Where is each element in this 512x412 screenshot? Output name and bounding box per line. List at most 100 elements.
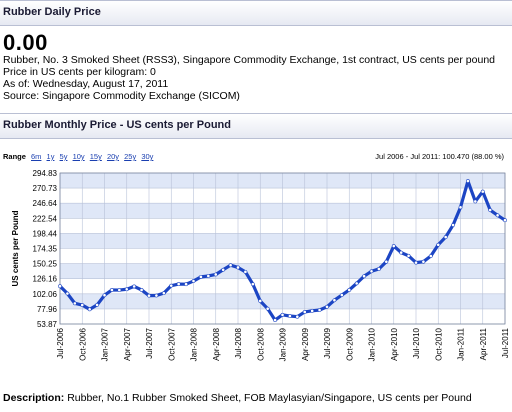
data-point (369, 269, 374, 274)
data-point (325, 304, 329, 309)
data-point (87, 307, 92, 312)
data-point (265, 306, 270, 311)
data-point (354, 281, 359, 286)
data-point (399, 250, 404, 255)
monthly-price-header: Rubber Monthly Price - US cents per Poun… (0, 113, 512, 139)
data-point (80, 303, 85, 307)
data-point (221, 267, 226, 272)
data-point (288, 314, 292, 318)
data-point (377, 267, 381, 271)
data-point (421, 259, 426, 264)
y-tick-label: 150.25 (33, 260, 58, 269)
range-label: Range (3, 152, 26, 161)
range-selector: Range 6m 1y 5y 10y 15y 20y 25y 30y (3, 152, 156, 161)
data-point (95, 303, 99, 307)
data-point (466, 179, 470, 183)
data-point (488, 208, 493, 212)
data-point (473, 199, 478, 204)
data-point (310, 308, 315, 313)
daily-price-header: Rubber Daily Price (0, 0, 512, 26)
commodity-name: Rubber, No. 3 Smoked Sheet (RSS3), Singa… (3, 54, 496, 66)
y-tick-label: 222.54 (33, 214, 58, 223)
x-tick-label: Jul-2010 (412, 327, 421, 358)
data-point (458, 205, 463, 210)
data-point (199, 274, 203, 279)
data-point (243, 269, 248, 274)
x-tick-label: Jan-2008 (190, 327, 199, 361)
x-tick-label: Jan-2010 (368, 327, 377, 361)
x-tick-label: Jul-2006 (56, 327, 65, 358)
x-tick-label: Apr-2010 (390, 327, 399, 360)
x-tick-label: Jul-2008 (234, 327, 243, 358)
data-point (332, 298, 337, 303)
data-point (213, 272, 218, 277)
y-tick-label: 53.87 (37, 320, 58, 329)
range-link-15y[interactable]: 15y (89, 152, 102, 161)
data-point (339, 293, 344, 297)
data-point (384, 259, 389, 264)
description-text: Rubber, No.1 Rubber Smoked Sheet, FOB Ma… (67, 392, 472, 404)
range-summary: Jul 2006 - Jul 2011: 100.470 (88.00 %) (375, 152, 504, 161)
description: Description: Rubber, No.1 Rubber Smoked … (3, 392, 472, 404)
x-tick-label: Oct-2006 (78, 327, 87, 360)
data-point (443, 235, 448, 239)
data-point (406, 253, 411, 258)
data-point (302, 310, 307, 314)
range-link-1y[interactable]: 1y (46, 152, 55, 161)
data-point (206, 274, 211, 278)
plot-frame (59, 172, 506, 325)
data-point (139, 288, 144, 292)
range-link-10y[interactable]: 10y (72, 152, 85, 161)
data-point (273, 318, 277, 322)
x-tick-label: Jan-2009 (279, 327, 288, 361)
data-point (228, 263, 233, 268)
data-point (124, 287, 129, 292)
range-link-20y[interactable]: 20y (106, 152, 120, 161)
range-link-6m[interactable]: 6m (31, 152, 42, 161)
data-point (236, 265, 240, 270)
x-tick-label: Apr-2008 (212, 327, 221, 360)
x-tick-label: Jul-2009 (323, 327, 332, 358)
y-axis-label: US cents per Pound (11, 210, 20, 286)
price-source: Source: Singapore Commodity Exchange (SI… (3, 90, 240, 102)
data-point (176, 282, 181, 286)
data-point (428, 254, 433, 258)
data-point (362, 274, 366, 279)
data-point (58, 284, 62, 289)
y-tick-label: 77.96 (37, 305, 58, 314)
x-tick-label: Apr-2009 (301, 327, 310, 360)
data-point (436, 242, 441, 247)
data-point (191, 279, 196, 283)
data-point (495, 213, 500, 218)
description-label: Description: (3, 392, 65, 404)
y-tick-label: 270.73 (33, 184, 58, 193)
data-point (169, 283, 174, 288)
data-point (503, 218, 507, 223)
monthly-price-title: Rubber Monthly Price - US cents per Poun… (3, 119, 231, 131)
as-of-date: As of: Wednesday, August 17, 2011 (3, 78, 169, 90)
y-tick-label: 102.06 (33, 290, 58, 299)
data-point (451, 223, 455, 227)
y-tick-label: 294.83 (33, 169, 58, 178)
data-point (317, 308, 322, 312)
kg-price: Price in US cents per kilogram: 0 (3, 66, 156, 78)
daily-price-title: Rubber Daily Price (3, 6, 101, 18)
data-point (110, 288, 114, 292)
x-tick-label: Jan-2007 (101, 327, 110, 361)
current-price: 0.00 (3, 30, 48, 55)
data-point (480, 189, 485, 194)
data-point (391, 244, 396, 248)
x-tick-label: Jan-2011 (457, 327, 466, 360)
range-link-25y[interactable]: 25y (124, 152, 137, 161)
y-tick-label: 126.16 (33, 275, 58, 284)
monthly-price-chart: 294.83 270.73 246.64 222.54 198.44 174.35 150.… (11, 169, 510, 361)
x-tick-label: Oct-2008 (256, 327, 265, 360)
range-link-30y[interactable]: 30y (141, 152, 154, 161)
y-tick-label: 246.64 (33, 199, 58, 208)
y-tick-label: 174.35 (33, 245, 58, 254)
data-point (72, 301, 77, 306)
data-point (117, 288, 122, 292)
data-point (132, 284, 137, 289)
range-link-5y[interactable]: 5y (59, 152, 68, 161)
data-point (347, 288, 352, 292)
